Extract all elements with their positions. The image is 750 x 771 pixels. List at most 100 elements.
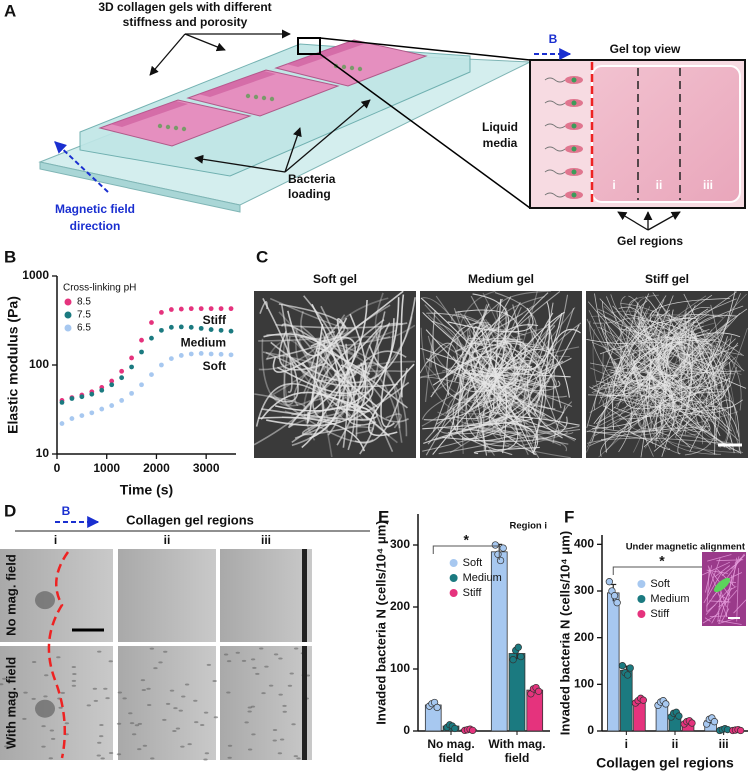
- fiber: [645, 380, 722, 455]
- fiber: [677, 353, 747, 389]
- significance-label: *: [659, 553, 665, 569]
- cell: [252, 666, 257, 669]
- annotation: Magnetic field: [55, 202, 135, 216]
- fiber: [460, 360, 564, 393]
- fiber: [470, 295, 502, 350]
- cell: [259, 647, 264, 650]
- chart-annotation: Region i: [510, 521, 547, 532]
- data-point: [119, 368, 125, 374]
- data-point: [149, 335, 154, 341]
- cell: [71, 679, 77, 682]
- cell: [48, 757, 54, 760]
- magnetosome: [571, 77, 577, 83]
- fiber: [421, 363, 552, 420]
- fiber: [652, 362, 723, 420]
- fiber: [380, 361, 395, 428]
- series-annotation: Stiff: [203, 313, 227, 327]
- cell: [206, 663, 212, 666]
- fiber: [511, 403, 532, 431]
- cell: [278, 657, 283, 660]
- zoom-line: [319, 37, 531, 61]
- panel-label: B: [4, 247, 16, 266]
- fiber: [632, 312, 741, 388]
- bacteria-icon: [269, 96, 275, 102]
- cell: [3, 745, 9, 748]
- legend-label: 7.5: [77, 310, 91, 321]
- micrograph: [220, 646, 312, 760]
- gel-well: [274, 39, 428, 87]
- fiber: [629, 298, 709, 343]
- fiber: [424, 295, 473, 353]
- cell: [247, 748, 253, 751]
- x-tick-label: 3000: [193, 461, 220, 475]
- fiber: [420, 342, 461, 411]
- fiber: [592, 389, 658, 416]
- replicate-point: [468, 726, 477, 735]
- arrow: [617, 211, 649, 231]
- fiber: [309, 303, 341, 440]
- cell: [169, 689, 175, 692]
- fiber: [400, 294, 405, 398]
- fiber: [701, 561, 731, 576]
- fiber: [613, 328, 653, 361]
- fiber: [470, 340, 557, 394]
- fiber: [478, 324, 556, 409]
- cell: [194, 721, 199, 724]
- fiber: [649, 341, 717, 441]
- fiber: [481, 291, 561, 377]
- cell: [7, 709, 12, 712]
- data-point: [59, 399, 65, 405]
- cell: [117, 691, 123, 694]
- fiber: [552, 401, 573, 444]
- data-point: [228, 328, 234, 334]
- fiber: [493, 348, 570, 398]
- series-annotation: Soft: [203, 359, 226, 373]
- fiber: [649, 298, 730, 348]
- data-point: [208, 306, 214, 312]
- fiber: [600, 378, 660, 403]
- data-point: [198, 325, 204, 331]
- cell: [72, 672, 77, 675]
- cell: [255, 672, 260, 675]
- fiber: [452, 407, 521, 442]
- fiber: [283, 336, 294, 406]
- annotation: direction: [70, 219, 121, 233]
- fiber: [602, 300, 712, 445]
- fiber: [270, 297, 416, 384]
- fiber: [280, 303, 293, 393]
- cell: [50, 737, 56, 740]
- bacteria-icon: [341, 64, 347, 70]
- cell: [108, 752, 114, 755]
- cell: [277, 752, 283, 755]
- fiber: [420, 297, 539, 454]
- cell: [213, 716, 219, 719]
- cell: [142, 744, 148, 747]
- fiber: [661, 385, 735, 457]
- fiber: [632, 428, 675, 436]
- fiber: [385, 413, 402, 429]
- cell: [146, 687, 151, 690]
- fiber: [527, 312, 563, 439]
- replicate-point: [623, 671, 632, 679]
- artifact: [35, 591, 55, 610]
- cell: [223, 653, 229, 656]
- legend-label: 8.5: [77, 297, 91, 308]
- data-point: [59, 421, 65, 426]
- cell: [293, 647, 299, 650]
- fiber: [637, 410, 666, 452]
- cell: [71, 666, 77, 669]
- fiber: [318, 297, 389, 425]
- fiber: [706, 342, 739, 420]
- replicate-point: [514, 643, 522, 651]
- fiber: [420, 355, 500, 378]
- cell: [227, 744, 233, 747]
- cell: [92, 687, 98, 690]
- fiber: [447, 307, 534, 333]
- arrow: [184, 33, 226, 52]
- fiber: [432, 311, 565, 455]
- cell: [204, 752, 210, 755]
- cell: [134, 724, 140, 727]
- fiber: [676, 293, 742, 429]
- fiber: [272, 291, 404, 373]
- data-point: [129, 355, 134, 361]
